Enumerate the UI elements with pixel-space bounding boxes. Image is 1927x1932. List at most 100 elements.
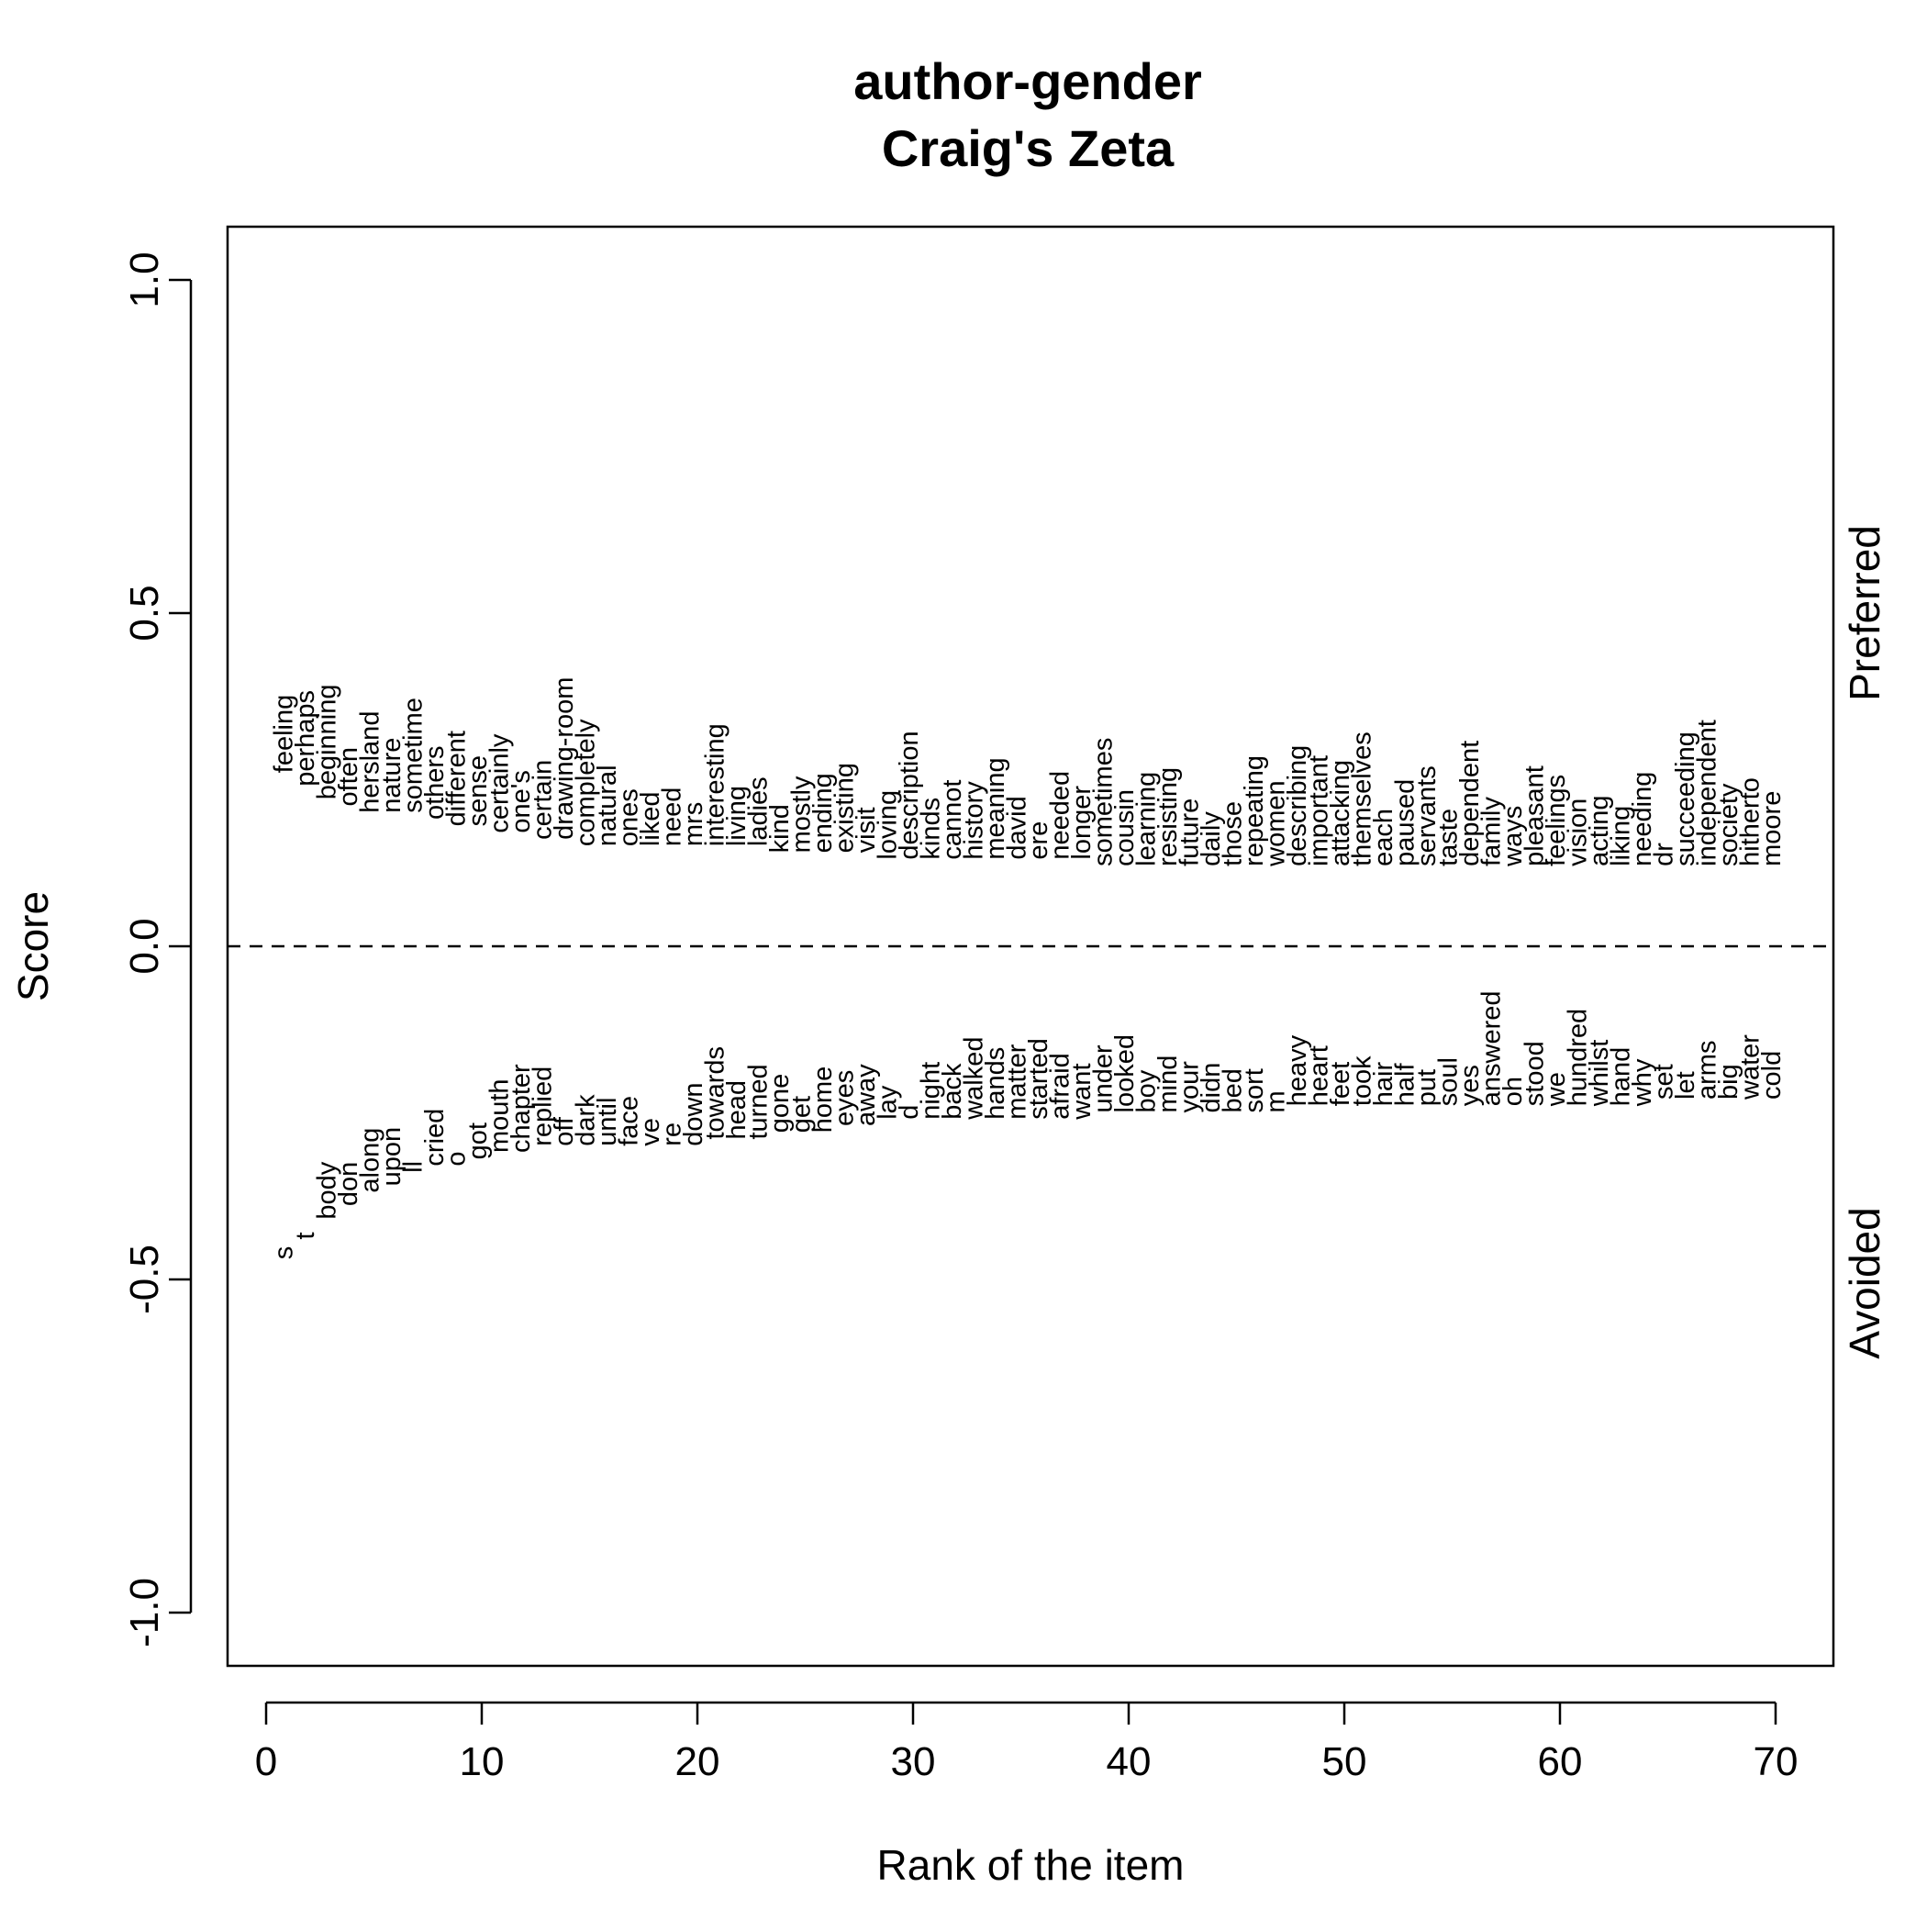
- word-avoided: water: [1736, 1034, 1765, 1100]
- word-avoided: heart: [1305, 1045, 1334, 1106]
- word-preferred: liked: [636, 791, 665, 846]
- word-avoided: under: [1089, 1044, 1119, 1113]
- word-preferred: david: [1003, 796, 1032, 859]
- x-tick-label: 60: [1538, 1739, 1583, 1784]
- word-avoided: boy: [1132, 1069, 1162, 1112]
- word-preferred: succeeding: [1671, 731, 1700, 866]
- y-tick-label: 0.0: [122, 918, 167, 974]
- word-preferred: nature: [377, 738, 407, 813]
- word-avoided: oh: [1498, 1077, 1528, 1106]
- word-avoided: hundred: [1564, 1009, 1593, 1106]
- word-preferred: feelings: [1542, 775, 1571, 866]
- word-preferred: perhaps: [291, 690, 320, 787]
- word-avoided: walked: [960, 1036, 989, 1120]
- word-avoided: sort: [1240, 1068, 1269, 1112]
- word-preferred: feeling: [270, 695, 299, 773]
- word-preferred: ending: [808, 773, 838, 853]
- word-avoided: down: [679, 1082, 708, 1145]
- word-avoided: got: [463, 1122, 493, 1159]
- word-avoided: off: [550, 1116, 579, 1146]
- word-preferred: learning: [1132, 772, 1162, 866]
- word-avoided: started: [1024, 1038, 1053, 1120]
- word-preferred: women: [1262, 780, 1291, 867]
- word-preferred: mostly: [787, 776, 817, 853]
- chart-subtitle: Craig's Zeta: [882, 119, 1175, 177]
- word-avoided: matter: [1003, 1044, 1032, 1120]
- word-preferred: moore: [1757, 791, 1787, 866]
- word-preferred: hitherto: [1736, 777, 1765, 866]
- word-avoided: arms: [1693, 1041, 1722, 1100]
- word-avoided: lay: [874, 1085, 903, 1120]
- word-preferred: ladies: [744, 776, 774, 846]
- word-avoided: afraid: [1046, 1053, 1075, 1120]
- word-avoided: mind: [1153, 1055, 1183, 1113]
- word-avoided: heavy: [1283, 1034, 1312, 1106]
- word-avoided: dark: [572, 1094, 601, 1146]
- word-avoided: hair: [1369, 1062, 1398, 1107]
- word-avoided: turned: [744, 1064, 774, 1139]
- word-preferred: vision: [1564, 798, 1593, 866]
- word-preferred: existing: [830, 763, 860, 853]
- word-avoided: hands: [981, 1047, 1010, 1120]
- word-preferred: kinds: [917, 798, 946, 860]
- word-avoided: yes: [1455, 1065, 1485, 1106]
- word-avoided: why: [1628, 1058, 1657, 1107]
- word-avoided: along: [356, 1128, 385, 1193]
- word-preferred: certain: [529, 760, 558, 840]
- word-avoided: put: [1412, 1069, 1442, 1106]
- word-preferred: loving: [874, 790, 903, 860]
- word-avoided: cried: [420, 1109, 450, 1167]
- word-preferred: kind: [765, 804, 795, 853]
- word-preferred: important: [1305, 755, 1334, 866]
- word-avoided: big: [1714, 1064, 1743, 1100]
- word-preferred: family: [1477, 797, 1507, 866]
- word-preferred: history: [960, 781, 989, 860]
- word-avoided: o: [442, 1151, 472, 1166]
- word-avoided: took: [1348, 1055, 1377, 1106]
- side-label-preferred: Preferred: [1841, 525, 1888, 701]
- x-tick-label: 50: [1322, 1739, 1367, 1784]
- word-preferred: interesting: [701, 723, 730, 846]
- word-avoided: away: [852, 1064, 881, 1126]
- word-preferred: visit: [852, 807, 881, 853]
- word-preferred: repeating: [1240, 755, 1269, 866]
- word-avoided: home: [808, 1067, 838, 1134]
- word-preferred: living: [722, 786, 752, 846]
- word-avoided: d: [895, 1105, 924, 1120]
- word-preferred: drawing-room: [550, 677, 579, 840]
- word-preferred: sometimes: [1089, 738, 1119, 866]
- word-avoided: upon: [377, 1127, 407, 1187]
- word-avoided: don: [334, 1162, 363, 1206]
- word-avoided: replied: [529, 1067, 558, 1146]
- word-marks: feelingperhapsbeginningoftenherslandnatu…: [270, 677, 1788, 1260]
- word-preferred: acting: [1585, 795, 1614, 865]
- y-tick-label: 1.0: [122, 251, 167, 307]
- word-preferred: future: [1175, 798, 1205, 866]
- word-preferred: certainly: [485, 733, 515, 832]
- word-preferred: ones: [615, 788, 644, 846]
- word-avoided: feet: [1326, 1062, 1355, 1106]
- word-avoided: towards: [701, 1046, 730, 1140]
- word-preferred: each: [1369, 809, 1398, 866]
- word-avoided: want: [1067, 1063, 1097, 1120]
- word-preferred: needed: [1046, 771, 1075, 860]
- word-preferred: others: [420, 745, 450, 820]
- word-preferred: liking: [1607, 806, 1636, 866]
- word-preferred: servants: [1412, 765, 1442, 866]
- word-avoided: head: [722, 1080, 752, 1140]
- word-preferred: resisting: [1153, 767, 1183, 866]
- word-avoided: chapter: [507, 1064, 536, 1153]
- word-preferred: themselves: [1348, 731, 1377, 866]
- word-avoided: half: [1391, 1063, 1420, 1107]
- word-preferred: beginning: [313, 684, 342, 799]
- word-preferred: description: [895, 731, 924, 859]
- y-tick-label: -1.0: [122, 1578, 167, 1647]
- word-preferred: mrs: [679, 802, 708, 846]
- word-preferred: completely: [572, 719, 601, 846]
- word-preferred: sometime: [399, 698, 429, 813]
- word-preferred: society: [1714, 783, 1743, 866]
- word-avoided: ll: [399, 1161, 429, 1173]
- word-avoided: stood: [1520, 1041, 1550, 1106]
- word-avoided: let: [1671, 1071, 1700, 1100]
